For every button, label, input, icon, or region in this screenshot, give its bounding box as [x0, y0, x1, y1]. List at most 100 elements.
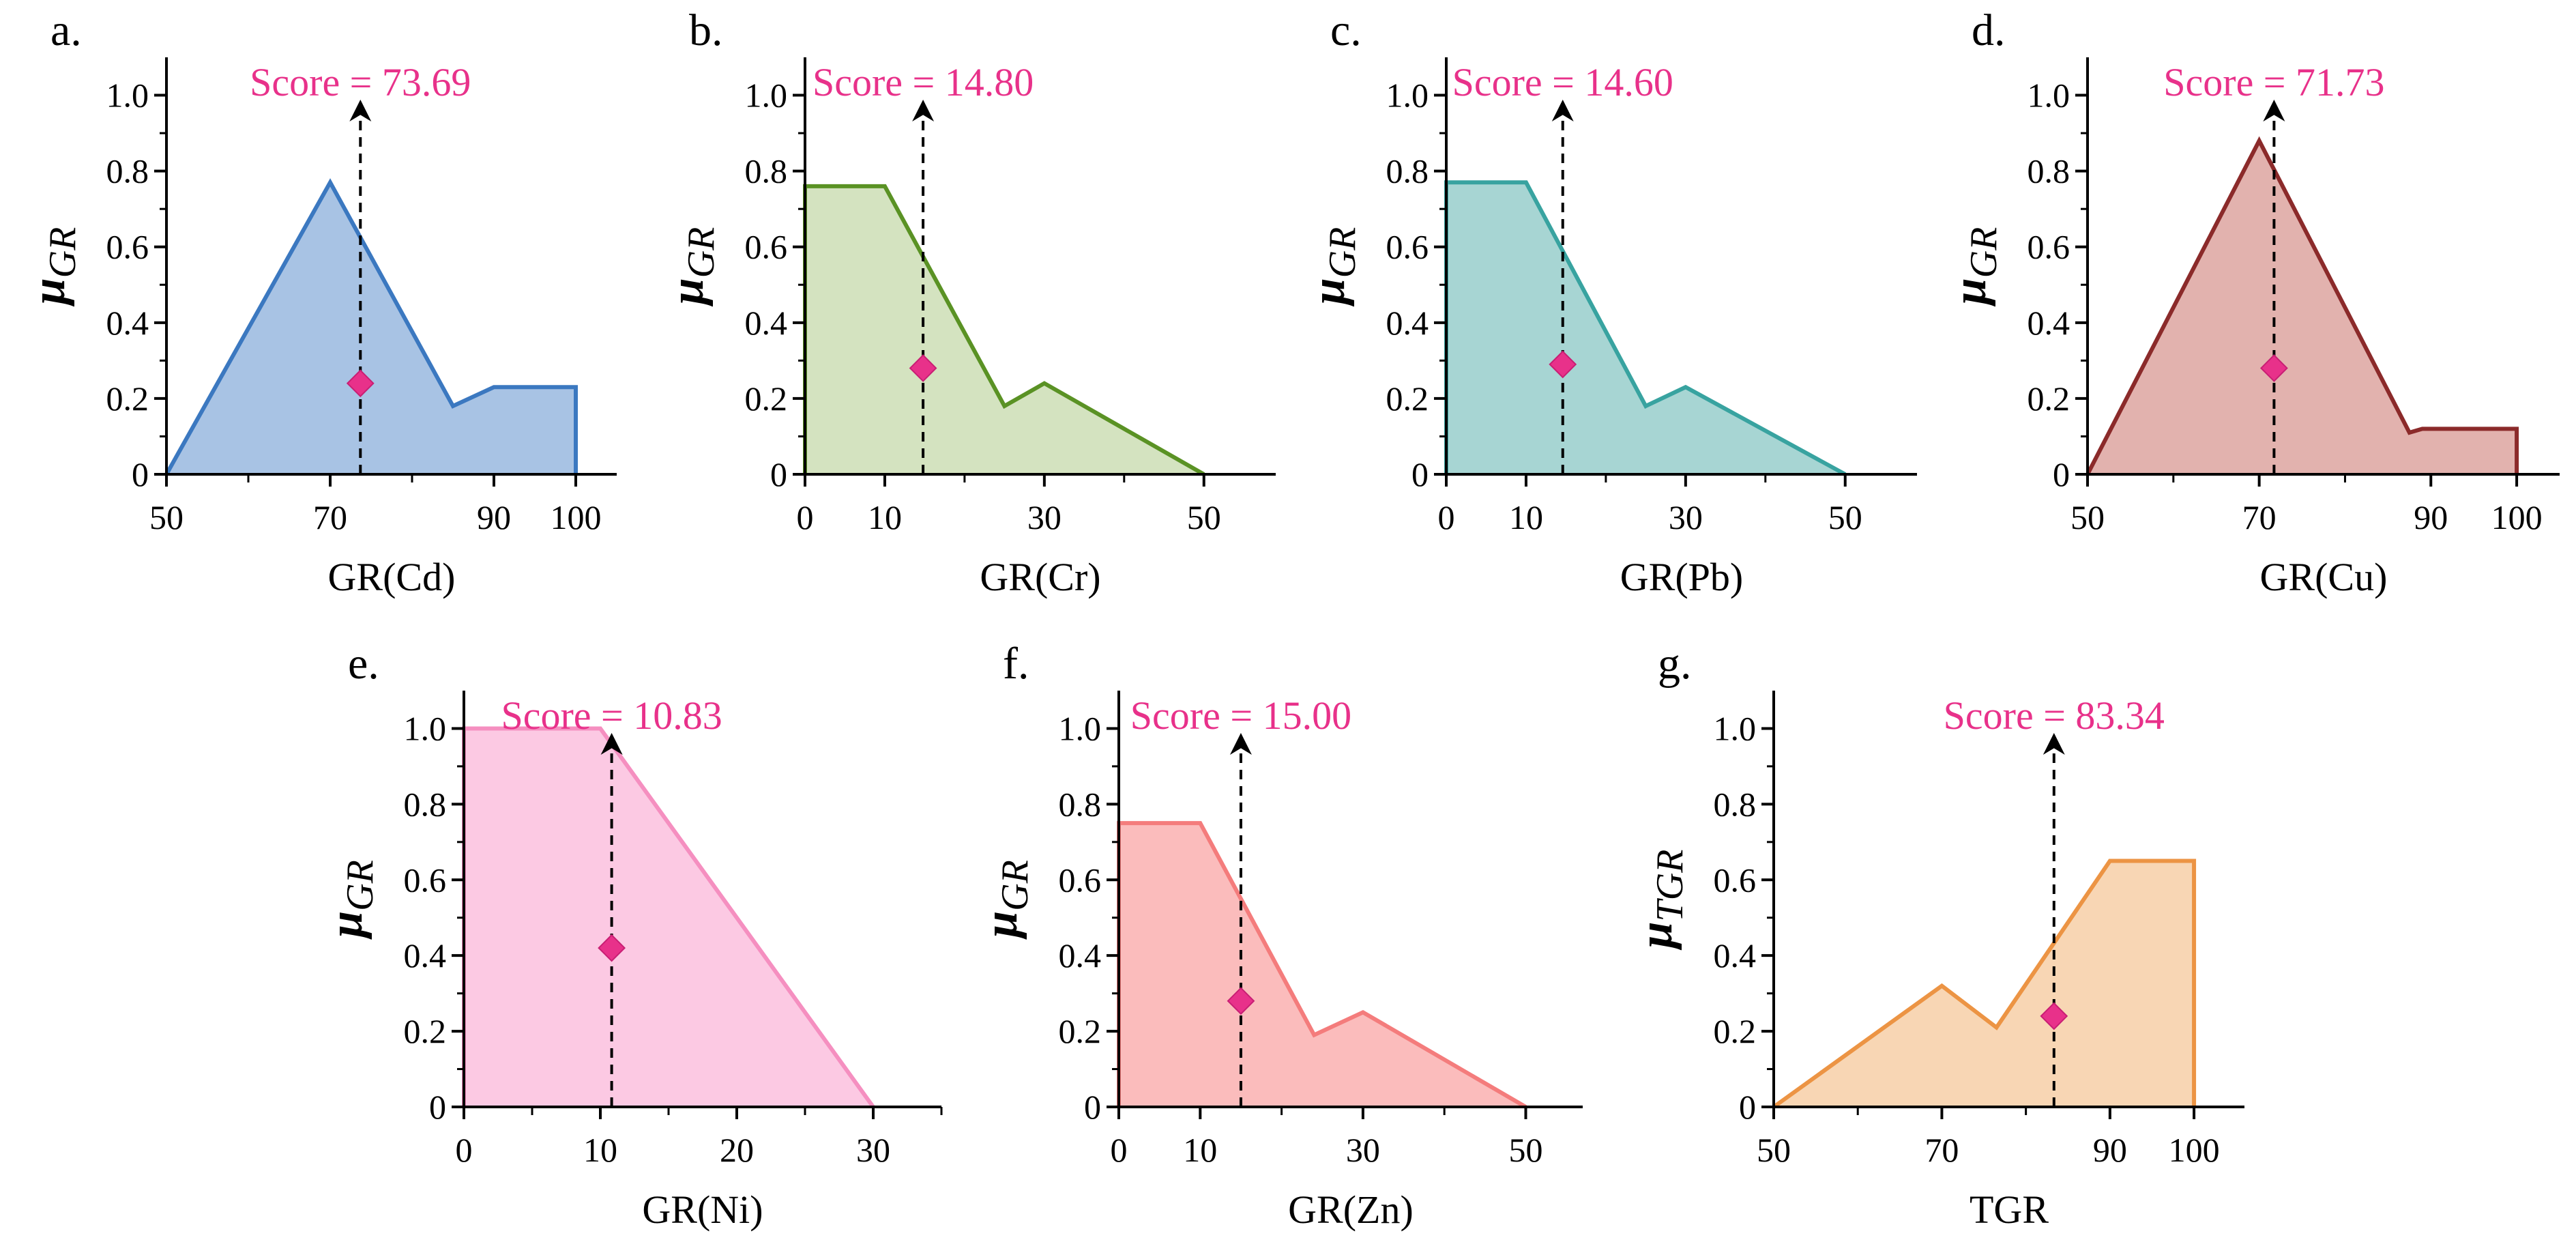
- x-tick-label: 100: [2491, 498, 2543, 536]
- y-tick-label: 0.4: [106, 304, 149, 342]
- centroid-diamond: [2259, 354, 2288, 382]
- x-tick-label: 50: [1757, 1131, 1791, 1169]
- x-tick-label: 0: [456, 1131, 473, 1169]
- x-axis-label: GR(Cr): [980, 555, 1100, 599]
- x-tick-label: 10: [1509, 498, 1543, 536]
- y-tick-label: 0.4: [404, 936, 447, 975]
- y-tick-label: 0.8: [745, 152, 788, 190]
- y-axis-label: μGR: [23, 227, 84, 307]
- y-tick-label: 1.0: [745, 76, 788, 115]
- x-axis-label: GR(Cu): [2260, 555, 2388, 599]
- x-tick-label: 70: [313, 498, 347, 536]
- y-tick-label: 0.4: [1714, 936, 1757, 975]
- y-tick-label: 0.8: [1059, 785, 1102, 823]
- membership-area: [1446, 182, 1845, 474]
- y-tick-label: 0.6: [106, 228, 149, 266]
- x-tick-label: 70: [1924, 1131, 1959, 1169]
- y-tick-label: 1.0: [1059, 709, 1102, 747]
- y-axis-label-symbol: μ: [23, 278, 75, 306]
- y-tick-label: 0.6: [1714, 861, 1757, 899]
- centroid-diamond: [1549, 350, 1577, 379]
- y-tick-label: 1.0: [1386, 76, 1429, 115]
- x-tick-label: 50: [149, 498, 184, 536]
- x-tick-label: 50: [1187, 498, 1221, 536]
- panel-label: f.: [1003, 639, 1029, 689]
- x-axis-label: GR(Cd): [328, 555, 456, 599]
- x-axis-label: GR(Pb): [1620, 555, 1743, 599]
- centroid-diamond: [1227, 987, 1255, 1015]
- panel-label: c.: [1330, 5, 1362, 55]
- x-tick-label: 30: [856, 1131, 890, 1169]
- centroid-diamond: [909, 354, 937, 382]
- panel-label: b.: [689, 5, 723, 55]
- y-axis-label-symbol: μ: [661, 278, 714, 306]
- panel-label: a.: [50, 5, 82, 55]
- y-tick-label: 0.4: [2028, 304, 2070, 342]
- y-tick-label: 0.6: [2028, 228, 2070, 266]
- x-tick-label: 10: [868, 498, 902, 536]
- y-axis-label-subscript: GR: [680, 227, 722, 278]
- x-tick-label: 30: [1669, 498, 1703, 536]
- y-tick-label: 0.2: [1386, 379, 1429, 418]
- y-tick-label: 1.0: [404, 709, 447, 747]
- y-tick-label: 0: [770, 455, 787, 493]
- y-tick-label: 0: [132, 455, 149, 493]
- y-axis-label-subscript: GR: [994, 860, 1036, 911]
- membership-line: [164, 178, 578, 476]
- panel-label: d.: [1972, 5, 2006, 55]
- centroid-diamond: [598, 934, 626, 962]
- y-axis-label-symbol: μ: [975, 911, 1027, 940]
- membership-area: [464, 728, 873, 1107]
- score-label: Score = 15.00: [1130, 693, 1351, 738]
- chart-panel-b: Score = 14.80 0 0.2 0.4 0.6 0.8 1.0 0 10 30 50 GR(C…: [661, 5, 1276, 599]
- y-axis-label: μGR: [320, 860, 381, 940]
- y-tick-label: 0.8: [2028, 152, 2070, 190]
- y-axis-label: μGR: [1302, 227, 1364, 307]
- y-axis-label: μGR: [661, 227, 722, 307]
- y-tick-label: 0.4: [1059, 936, 1102, 975]
- y-tick-label: 0.2: [106, 379, 149, 418]
- chart-panel-g: Score = 83.34 0 0.2 0.4 0.6 0.8 1.0 50 70 90 100 TG…: [1630, 639, 2244, 1232]
- y-tick-label: 0: [2053, 455, 2070, 493]
- x-tick-label: 90: [2093, 1131, 2127, 1169]
- y-tick-label: 1.0: [106, 76, 149, 115]
- y-axis-label-subscript: GR: [42, 227, 84, 278]
- x-tick-label: 10: [583, 1131, 617, 1169]
- x-tick-label: 30: [1346, 1131, 1380, 1169]
- membership-line: [2085, 136, 2519, 476]
- membership-area: [1774, 861, 2195, 1107]
- x-tick-label: 50: [2070, 498, 2105, 536]
- x-tick-label: 0: [1438, 498, 1455, 536]
- x-tick-label: 70: [2242, 498, 2277, 536]
- y-axis-label: μGR: [1944, 227, 2005, 307]
- y-axis-label-symbol: μ: [320, 911, 372, 940]
- y-tick-label: 0.2: [404, 1012, 447, 1050]
- chart-panel-a: Score = 73.69 0 0.2 0.4 0.6 0.8 1.0 50 70 90 100 GR…: [23, 5, 617, 599]
- y-axis-label-symbol: μ: [1630, 921, 1682, 950]
- y-axis-label-symbol: μ: [1302, 278, 1355, 306]
- y-tick-label: 0: [1739, 1088, 1756, 1126]
- y-tick-label: 0.8: [1386, 152, 1429, 190]
- x-tick-label: 0: [1111, 1131, 1128, 1169]
- y-tick-label: 1.0: [2028, 76, 2070, 115]
- y-axis-label-symbol: μ: [1944, 278, 1996, 306]
- y-tick-label: 0.2: [745, 379, 788, 418]
- x-axis-label: GR(Ni): [642, 1187, 763, 1232]
- y-tick-label: 0.2: [2028, 379, 2070, 418]
- y-tick-label: 0.6: [404, 861, 447, 899]
- chart-panel-d: Score = 71.73 0 0.2 0.4 0.6 0.8 1.0 50 70 90 100 GR…: [1944, 5, 2560, 599]
- x-tick-label: 90: [477, 498, 511, 536]
- y-tick-label: 0.8: [404, 785, 447, 823]
- x-tick-label: 50: [1828, 498, 1862, 536]
- y-axis-label-subscript: TGR: [1649, 850, 1691, 922]
- y-tick-label: 0.2: [1714, 1012, 1757, 1050]
- x-axis-label: TGR: [1970, 1187, 2049, 1232]
- x-axis-label: GR(Zn): [1288, 1187, 1414, 1232]
- membership-line: [1772, 859, 2197, 1109]
- chart-panel-f: Score = 15.00 0 0.2 0.4 0.6 0.8 1.0 0 10 30 50 GR(Z…: [975, 639, 1583, 1232]
- centroid-diamond: [2040, 1002, 2068, 1030]
- y-axis-label-subscript: GR: [1321, 227, 1364, 278]
- score-label: Score = 14.60: [1452, 60, 1673, 104]
- y-axis-label: μTGR: [1630, 850, 1691, 951]
